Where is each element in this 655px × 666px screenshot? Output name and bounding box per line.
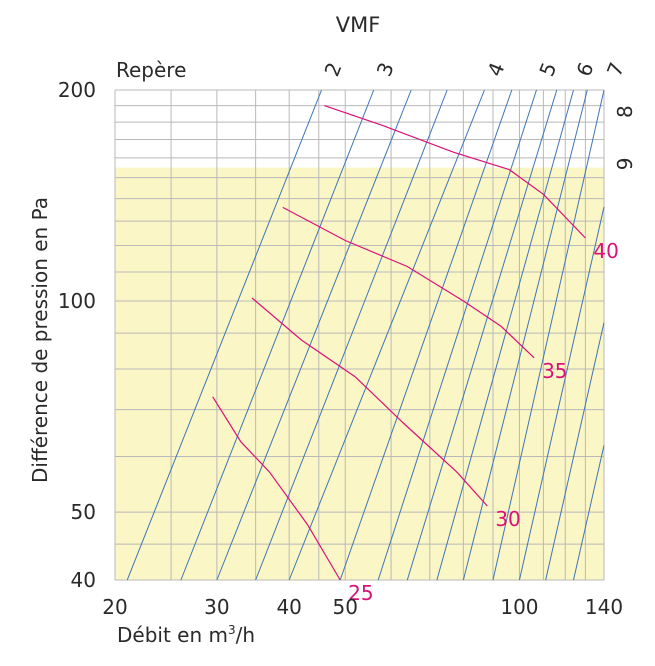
series-line — [282, 206, 535, 359]
y-tick-label: 100 — [58, 289, 96, 313]
grid — [114, 89, 605, 581]
repere-label: Repère — [116, 58, 186, 82]
repere-line — [255, 89, 448, 581]
y-tick-label: 200 — [58, 78, 96, 102]
series-label: 30 — [495, 507, 520, 531]
repere-line — [406, 89, 558, 581]
repere-side-label: 8 — [613, 105, 637, 118]
repere-side-label: 9 — [613, 158, 637, 171]
repere-line — [436, 89, 574, 581]
x-tick-label: 140 — [585, 595, 623, 619]
shaded-region — [115, 167, 604, 580]
repere-line — [126, 89, 323, 581]
repere-line — [180, 89, 375, 581]
series-label: 35 — [542, 359, 567, 383]
repere-line — [377, 89, 537, 581]
x-axis-label-main: Débit en m — [117, 623, 228, 647]
chart-title: VMF — [336, 13, 381, 37]
series-line — [212, 396, 341, 581]
repere-line — [339, 89, 513, 581]
repere-line — [462, 89, 588, 581]
repere-line — [573, 445, 605, 581]
y-tick-label: 50 — [71, 500, 96, 524]
y-tick-label: 40 — [71, 568, 96, 592]
x-tick-label: 40 — [276, 595, 301, 619]
repere-line — [545, 322, 605, 581]
x-tick-label: 50 — [333, 595, 358, 619]
x-tick-label: 20 — [102, 595, 127, 619]
x-axis-label: Débit en m3/h — [117, 623, 255, 647]
series-label: 40 — [593, 239, 618, 263]
series-line — [324, 105, 586, 239]
x-axis-label-tail: /h — [236, 623, 255, 647]
repere-line — [518, 206, 605, 581]
x-tick-label: 30 — [204, 595, 229, 619]
repere-line — [288, 89, 485, 581]
series-line — [251, 297, 488, 507]
repere-line — [492, 89, 605, 581]
series-group: 25 30 35 40 — [212, 105, 619, 605]
y-axis-label: Différence de pression en Pa — [28, 197, 52, 483]
x-tick-label: 100 — [500, 595, 538, 619]
series-label: 25 — [348, 581, 373, 605]
x-axis-label-sup: 3 — [228, 623, 236, 637]
repere-line — [216, 89, 412, 581]
tick-labels: 20 30 40 50 100 140 200 100 50 40 — [58, 78, 623, 619]
